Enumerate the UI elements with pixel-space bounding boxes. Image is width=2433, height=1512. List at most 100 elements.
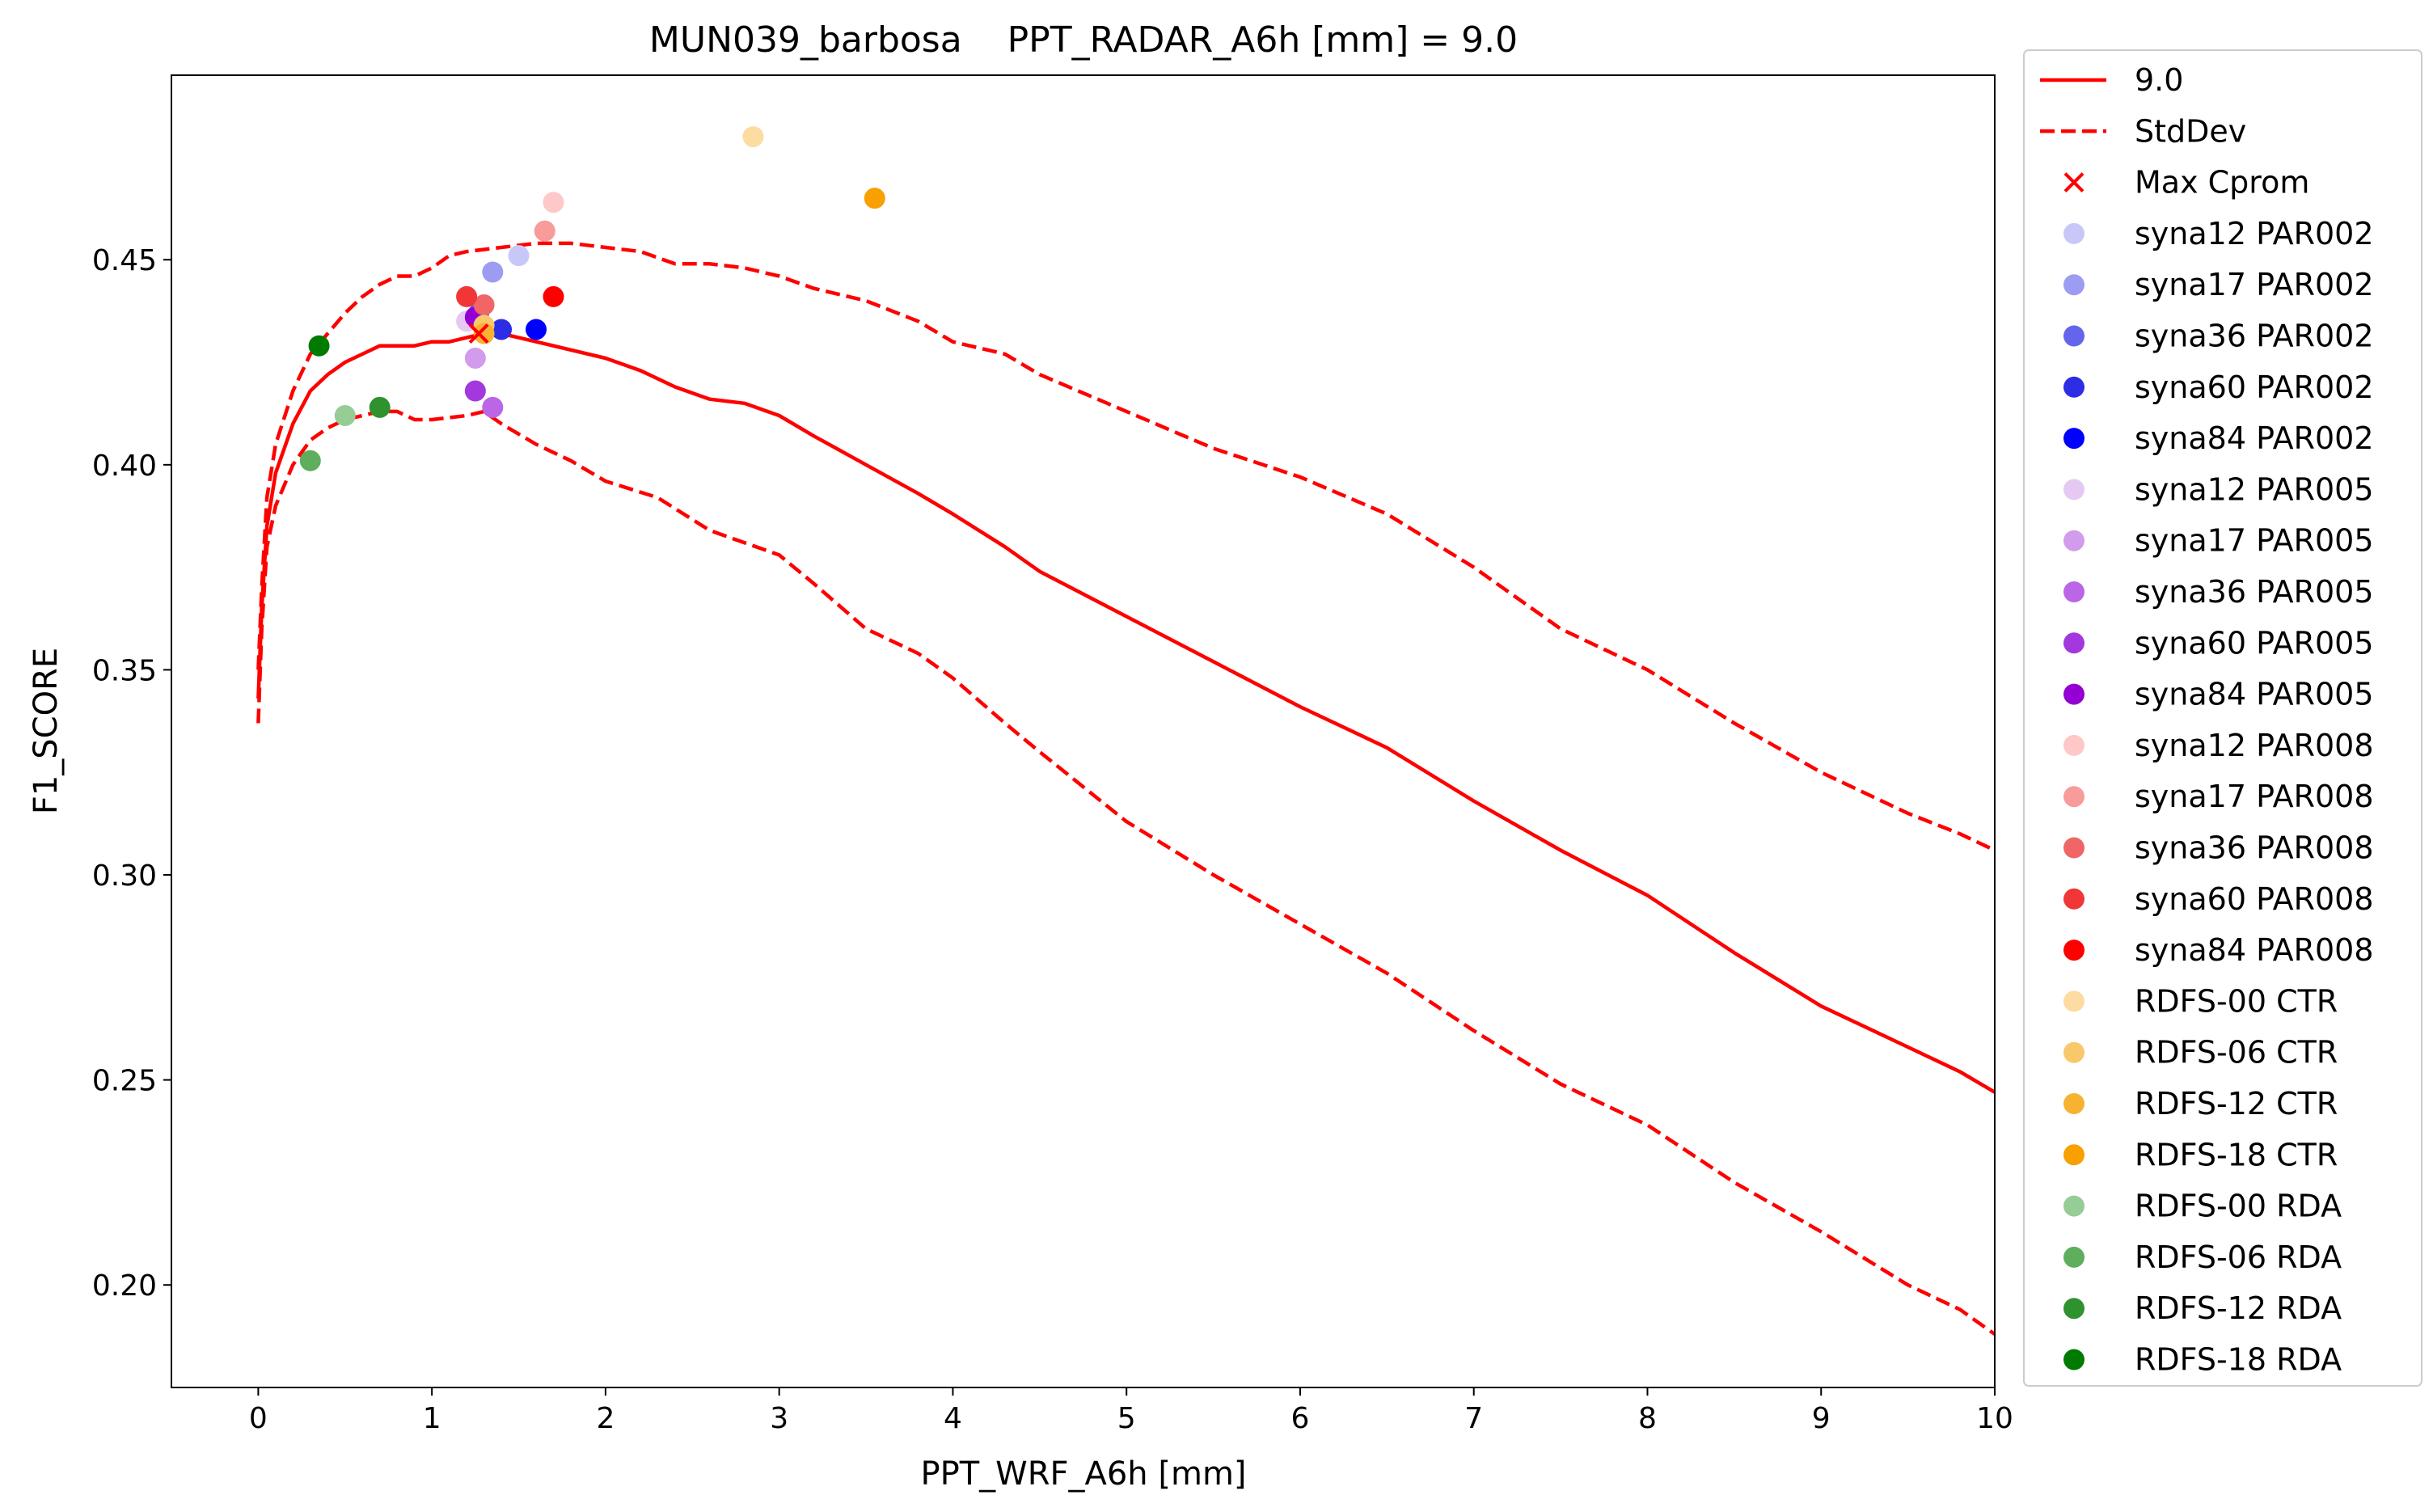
point-syna36-par008 (473, 294, 495, 316)
legend-label: syna12 PAR005 (2135, 471, 2374, 507)
legend-swatch-dot (2063, 888, 2085, 910)
legend-swatch-dot (2063, 222, 2085, 244)
legend-swatch-dot (2063, 683, 2085, 705)
x-tick-label: 9 (1812, 1402, 1831, 1435)
legend-label: syna60 PAR008 (2135, 881, 2374, 917)
legend-label: RDFS-12 CTR (2135, 1086, 2338, 1121)
legend-label: syna12 PAR008 (2135, 728, 2374, 763)
plot-lines (256, 241, 1996, 1336)
legend-label: RDFS-06 CTR (2135, 1035, 2338, 1071)
legend-label: syna60 PAR005 (2135, 625, 2374, 661)
legend-label: RDFS-06 RDA (2135, 1240, 2342, 1275)
y-axis-ticks: 0.20 0.25 0.30 0.35 0.40 0.45 (92, 244, 171, 1303)
y-tick-label: 0.20 (92, 1269, 157, 1303)
y-tick-label: 0.25 (92, 1065, 157, 1098)
stddev-line-2 (256, 241, 1996, 852)
legend-label: syna60 PAR002 (2135, 370, 2374, 405)
x-tick-label: 7 (1464, 1402, 1483, 1435)
legend-label: syna84 PAR005 (2135, 677, 2374, 712)
point-syna84-par008 (543, 285, 564, 307)
legend-label: RDFS-18 RDA (2135, 1342, 2342, 1378)
legend-swatch-dot (2063, 734, 2085, 756)
max-cprom-marker (468, 323, 489, 344)
legend-swatch-dot (2063, 786, 2085, 808)
f1-score-line (256, 332, 1996, 1094)
legend-label: RDFS-00 RDA (2135, 1189, 2342, 1224)
point-syna17-par002 (482, 261, 504, 283)
point-syna60-par005 (464, 380, 486, 402)
legend-label: 9.0 (2135, 62, 2183, 98)
point-syna60-par002 (491, 319, 513, 340)
plot-frame (171, 74, 1996, 1388)
x-axis-ticks: 0 1 2 3 4 5 6 7 8 9 10 (249, 1387, 2013, 1435)
point-syna12-par008 (543, 192, 564, 213)
x-tick-label: 4 (944, 1402, 962, 1435)
legend-label: Max Cprom (2135, 165, 2309, 201)
point-syna84-par002 (526, 319, 547, 340)
x-tick-label: 10 (1976, 1402, 2013, 1435)
legend-swatch-dot (2063, 1041, 2085, 1063)
plot-points (299, 126, 885, 471)
legend-swatch-dot (2063, 1246, 2085, 1268)
y-axis-label: F1_SCORE (27, 648, 65, 814)
legend-label: syna36 PAR008 (2135, 830, 2374, 866)
legend-swatch-dot (2063, 837, 2085, 859)
legend-label: syna36 PAR002 (2135, 319, 2374, 354)
legend-label: syna17 PAR002 (2135, 267, 2374, 302)
legend: 9.0 StdDev Max Cprom syna12 PAR002 syna17 PA… (2023, 49, 2422, 1387)
legend-swatch-dot (2063, 479, 2085, 500)
point-rdfs-00-rda (334, 404, 356, 426)
legend-swatch-dot (2063, 376, 2085, 398)
point-rdfs-00-ctr (742, 126, 764, 148)
legend-swatch-dot (2063, 530, 2085, 551)
y-tick-label: 0.35 (92, 654, 157, 687)
legend-swatch-dot (2063, 990, 2085, 1012)
legend-label: syna84 PAR002 (2135, 420, 2374, 456)
y-tick-label: 0.40 (92, 450, 157, 483)
y-tick-label: 0.45 (92, 244, 157, 277)
legend-label: RDFS-12 RDA (2135, 1290, 2342, 1326)
legend-swatch-dot (2063, 632, 2085, 654)
legend-frame (2023, 49, 2422, 1387)
chart-title: MUN039_barbosa PPT_RADAR_A6h [mm] = 9.0 (649, 19, 1518, 61)
point-syna36-par005 (482, 396, 504, 418)
legend-label: syna84 PAR008 (2135, 932, 2374, 968)
x-tick-label: 8 (1638, 1402, 1657, 1435)
point-rdfs-12-ctr (473, 323, 495, 344)
legend-swatch-dot (2063, 274, 2085, 296)
legend-label: syna12 PAR002 (2135, 216, 2374, 251)
x-tick-label: 3 (770, 1402, 788, 1435)
legend-swatch-dot (2063, 428, 2085, 450)
legend-label: syna17 PAR005 (2135, 523, 2374, 559)
legend-swatch-dot (2063, 1144, 2085, 1166)
x-axis-label: PPT_WRF_A6h [mm] (920, 1455, 1246, 1493)
stddev-line-1 (256, 409, 1996, 1336)
legend-swatch-dot (2063, 581, 2085, 602)
legend-label: StdDev (2135, 113, 2246, 149)
point-syna12-par002 (508, 245, 530, 267)
legend-swatch-dot (2063, 1195, 2085, 1217)
x-tick-label: 2 (596, 1402, 615, 1435)
legend-swatch-dot (2063, 325, 2085, 347)
legend-swatch-dot (2063, 940, 2085, 961)
point-syna17-par008 (534, 220, 555, 242)
legend-swatch-dot (2063, 1298, 2085, 1320)
point-rdfs-18-ctr (864, 188, 885, 209)
y-tick-label: 0.30 (92, 859, 157, 893)
legend-swatch-dot (2063, 1349, 2085, 1371)
legend-swatch-x (2063, 172, 2085, 193)
point-syna17-par005 (464, 347, 486, 369)
x-tick-label: 1 (423, 1402, 441, 1435)
point-rdfs-18-rda (308, 335, 330, 357)
point-syna60-par008 (456, 285, 478, 307)
x-tick-label: 0 (249, 1402, 268, 1435)
legend-label: RDFS-00 CTR (2135, 983, 2338, 1019)
legend-label: syna17 PAR008 (2135, 779, 2374, 814)
x-tick-label: 5 (1117, 1402, 1136, 1435)
x-tick-label: 6 (1290, 1402, 1309, 1435)
legend-label: syna36 PAR005 (2135, 574, 2374, 610)
point-rdfs-12-rda (369, 396, 391, 418)
legend-label: RDFS-18 CTR (2135, 1137, 2338, 1172)
point-rdfs-06-rda (299, 450, 321, 471)
